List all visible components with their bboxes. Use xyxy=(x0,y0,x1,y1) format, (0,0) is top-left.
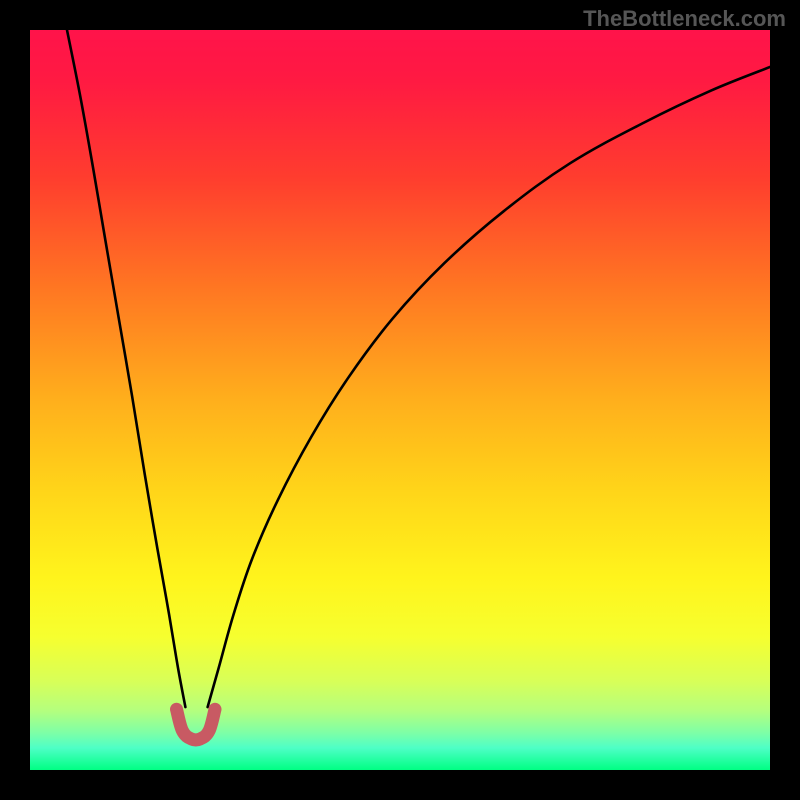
chart-container: TheBottleneck.com xyxy=(0,0,800,800)
bottleneck-chart xyxy=(30,30,770,770)
watermark-text: TheBottleneck.com xyxy=(583,6,786,32)
gradient-background xyxy=(30,30,770,770)
